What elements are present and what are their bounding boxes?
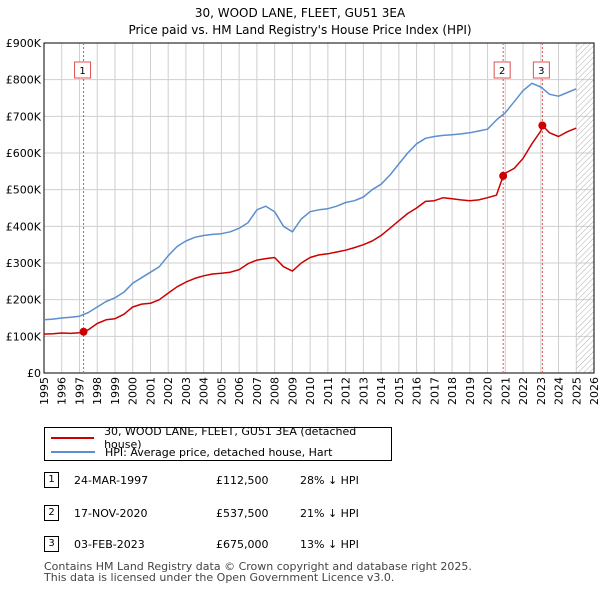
legend-label-hpi: HPI: Average price, detached house, Hart — [105, 445, 333, 459]
x-axis: 1995 1996 1997 1998 1999 2000 2001 2002 2003 2004… — [38, 377, 600, 405]
sale-date: 24-MAR-1997 — [74, 474, 149, 487]
sale-point-1 — [79, 327, 88, 336]
y-tick-label: £300K — [6, 257, 42, 270]
sale-number: 1 — [44, 472, 59, 488]
x-tick-label: 2008 — [269, 377, 282, 405]
y-tick-label: £800K — [6, 74, 42, 87]
x-tick-label: 1995 — [38, 377, 51, 405]
x-tick-label: 2009 — [286, 377, 299, 405]
sale-price: £537,500 — [216, 507, 269, 520]
sale-hpi-diff: 21% ↓ HPI — [300, 507, 359, 520]
sale-number: 3 — [44, 536, 59, 552]
x-tick-label: 2024 — [553, 377, 566, 405]
x-tick-label: 2015 — [393, 377, 406, 405]
sale-number: 2 — [44, 505, 59, 521]
footer-copyright: Contains HM Land Registry data © Crown c… — [44, 560, 472, 573]
sale-marker-label-1: 1 — [79, 66, 85, 77]
x-tick-label: 2002 — [162, 377, 175, 405]
y-tick-label: £0 — [27, 367, 41, 380]
y-tick-label: £100K — [6, 330, 42, 343]
x-tick-label: 1998 — [91, 377, 104, 405]
table-row: 2 17-NOV-2020 £537,500 21% ↓ HPI — [44, 505, 444, 523]
sale-points — [79, 121, 547, 336]
x-tick-label: 2019 — [464, 377, 477, 405]
x-tick-label: 2007 — [251, 377, 264, 405]
sale-marker-label-2: 2 — [499, 66, 505, 77]
footer: Contains HM Land Registry data © Crown c… — [44, 561, 472, 583]
series-line-property — [43, 124, 577, 335]
y-tick-label: £700K — [6, 110, 42, 123]
x-tick-label: 2012 — [340, 377, 353, 405]
legend: 30, WOOD LANE, FLEET, GU51 3EA (detached… — [44, 425, 392, 461]
table-row: 3 03-FEB-2023 £675,000 13% ↓ HPI — [44, 536, 444, 554]
x-tick-label: 1997 — [73, 377, 86, 405]
sale-price: £675,000 — [216, 538, 269, 551]
sale-date: 17-NOV-2020 — [74, 507, 148, 520]
x-tick-label: 2005 — [215, 377, 228, 405]
x-tick-label: 2016 — [411, 377, 424, 405]
price-chart: 30, WOOD LANE, FLEET, GU51 3EA Price pai… — [6, 6, 600, 405]
sale-hpi-diff: 13% ↓ HPI — [300, 538, 359, 551]
x-tick-label: 2021 — [499, 377, 512, 405]
grid — [43, 42, 595, 374]
x-tick-label: 1999 — [109, 377, 122, 405]
x-tick-label: 2025 — [570, 377, 583, 405]
chart-title: 30, WOOD LANE, FLEET, GU51 3EA — [195, 6, 406, 20]
y-tick-label: £200K — [6, 294, 42, 307]
y-tick-label: £500K — [6, 184, 42, 197]
x-tick-label: 2018 — [446, 377, 459, 405]
sale-point-2 — [499, 171, 508, 180]
sale-marker-box-1 — [74, 61, 92, 79]
sale-marker-box-2 — [493, 61, 511, 79]
x-tick-label: 2003 — [180, 377, 193, 405]
x-tick-label: 2026 — [588, 377, 600, 405]
x-tick-label: 2001 — [144, 377, 157, 405]
x-tick-label: 2011 — [322, 377, 335, 405]
x-tick-label: 2020 — [482, 377, 495, 405]
x-tick-label: 2014 — [375, 377, 388, 405]
x-tick-label: 2022 — [517, 377, 530, 405]
legend-item-property: 30, WOOD LANE, FLEET, GU51 3EA (detached… — [51, 425, 391, 451]
sale-marker-label-3: 3 — [538, 66, 544, 77]
future-hatch-region — [576, 43, 594, 373]
series-line-hpi — [43, 82, 577, 321]
legend-swatch-hpi — [51, 451, 95, 453]
footer-licence: This data is licensed under the Open Gov… — [44, 571, 395, 584]
sale-date: 03-FEB-2023 — [74, 538, 145, 551]
chart-subtitle: Price paid vs. HM Land Registry's House … — [128, 23, 471, 37]
x-tick-label: 2023 — [535, 377, 548, 405]
sale-marker-box-3 — [532, 61, 550, 79]
x-tick-label: 2004 — [198, 377, 211, 405]
series — [43, 82, 577, 335]
y-tick-label: £600K — [6, 147, 42, 160]
x-tick-label: 2017 — [428, 377, 441, 405]
x-tick-label: 2006 — [233, 377, 246, 405]
x-tick-label: 2000 — [127, 377, 140, 405]
legend-label-property: 30, WOOD LANE, FLEET, GU51 3EA (detached… — [104, 425, 357, 451]
sale-markers: 1 2 3 — [74, 43, 550, 373]
plot-frame — [43, 42, 595, 374]
sale-price: £112,500 — [216, 474, 269, 487]
x-tick-label: 1996 — [56, 377, 69, 405]
sale-hpi-diff: 28% ↓ HPI — [300, 474, 359, 487]
y-axis: £0 £100K £200K £300K £400K £500K £600K £700K £80… — [6, 37, 42, 380]
y-tick-label: £400K — [6, 220, 42, 233]
table-row: 1 24-MAR-1997 £112,500 28% ↓ HPI — [44, 472, 444, 490]
sale-point-3 — [538, 121, 547, 130]
legend-swatch-property — [51, 437, 95, 439]
x-tick-label: 2010 — [304, 377, 317, 405]
legend-item-hpi: HPI: Average price, detached house, Hart — [51, 445, 332, 459]
y-tick-label: £900K — [6, 37, 42, 50]
x-tick-label: 2013 — [357, 377, 370, 405]
